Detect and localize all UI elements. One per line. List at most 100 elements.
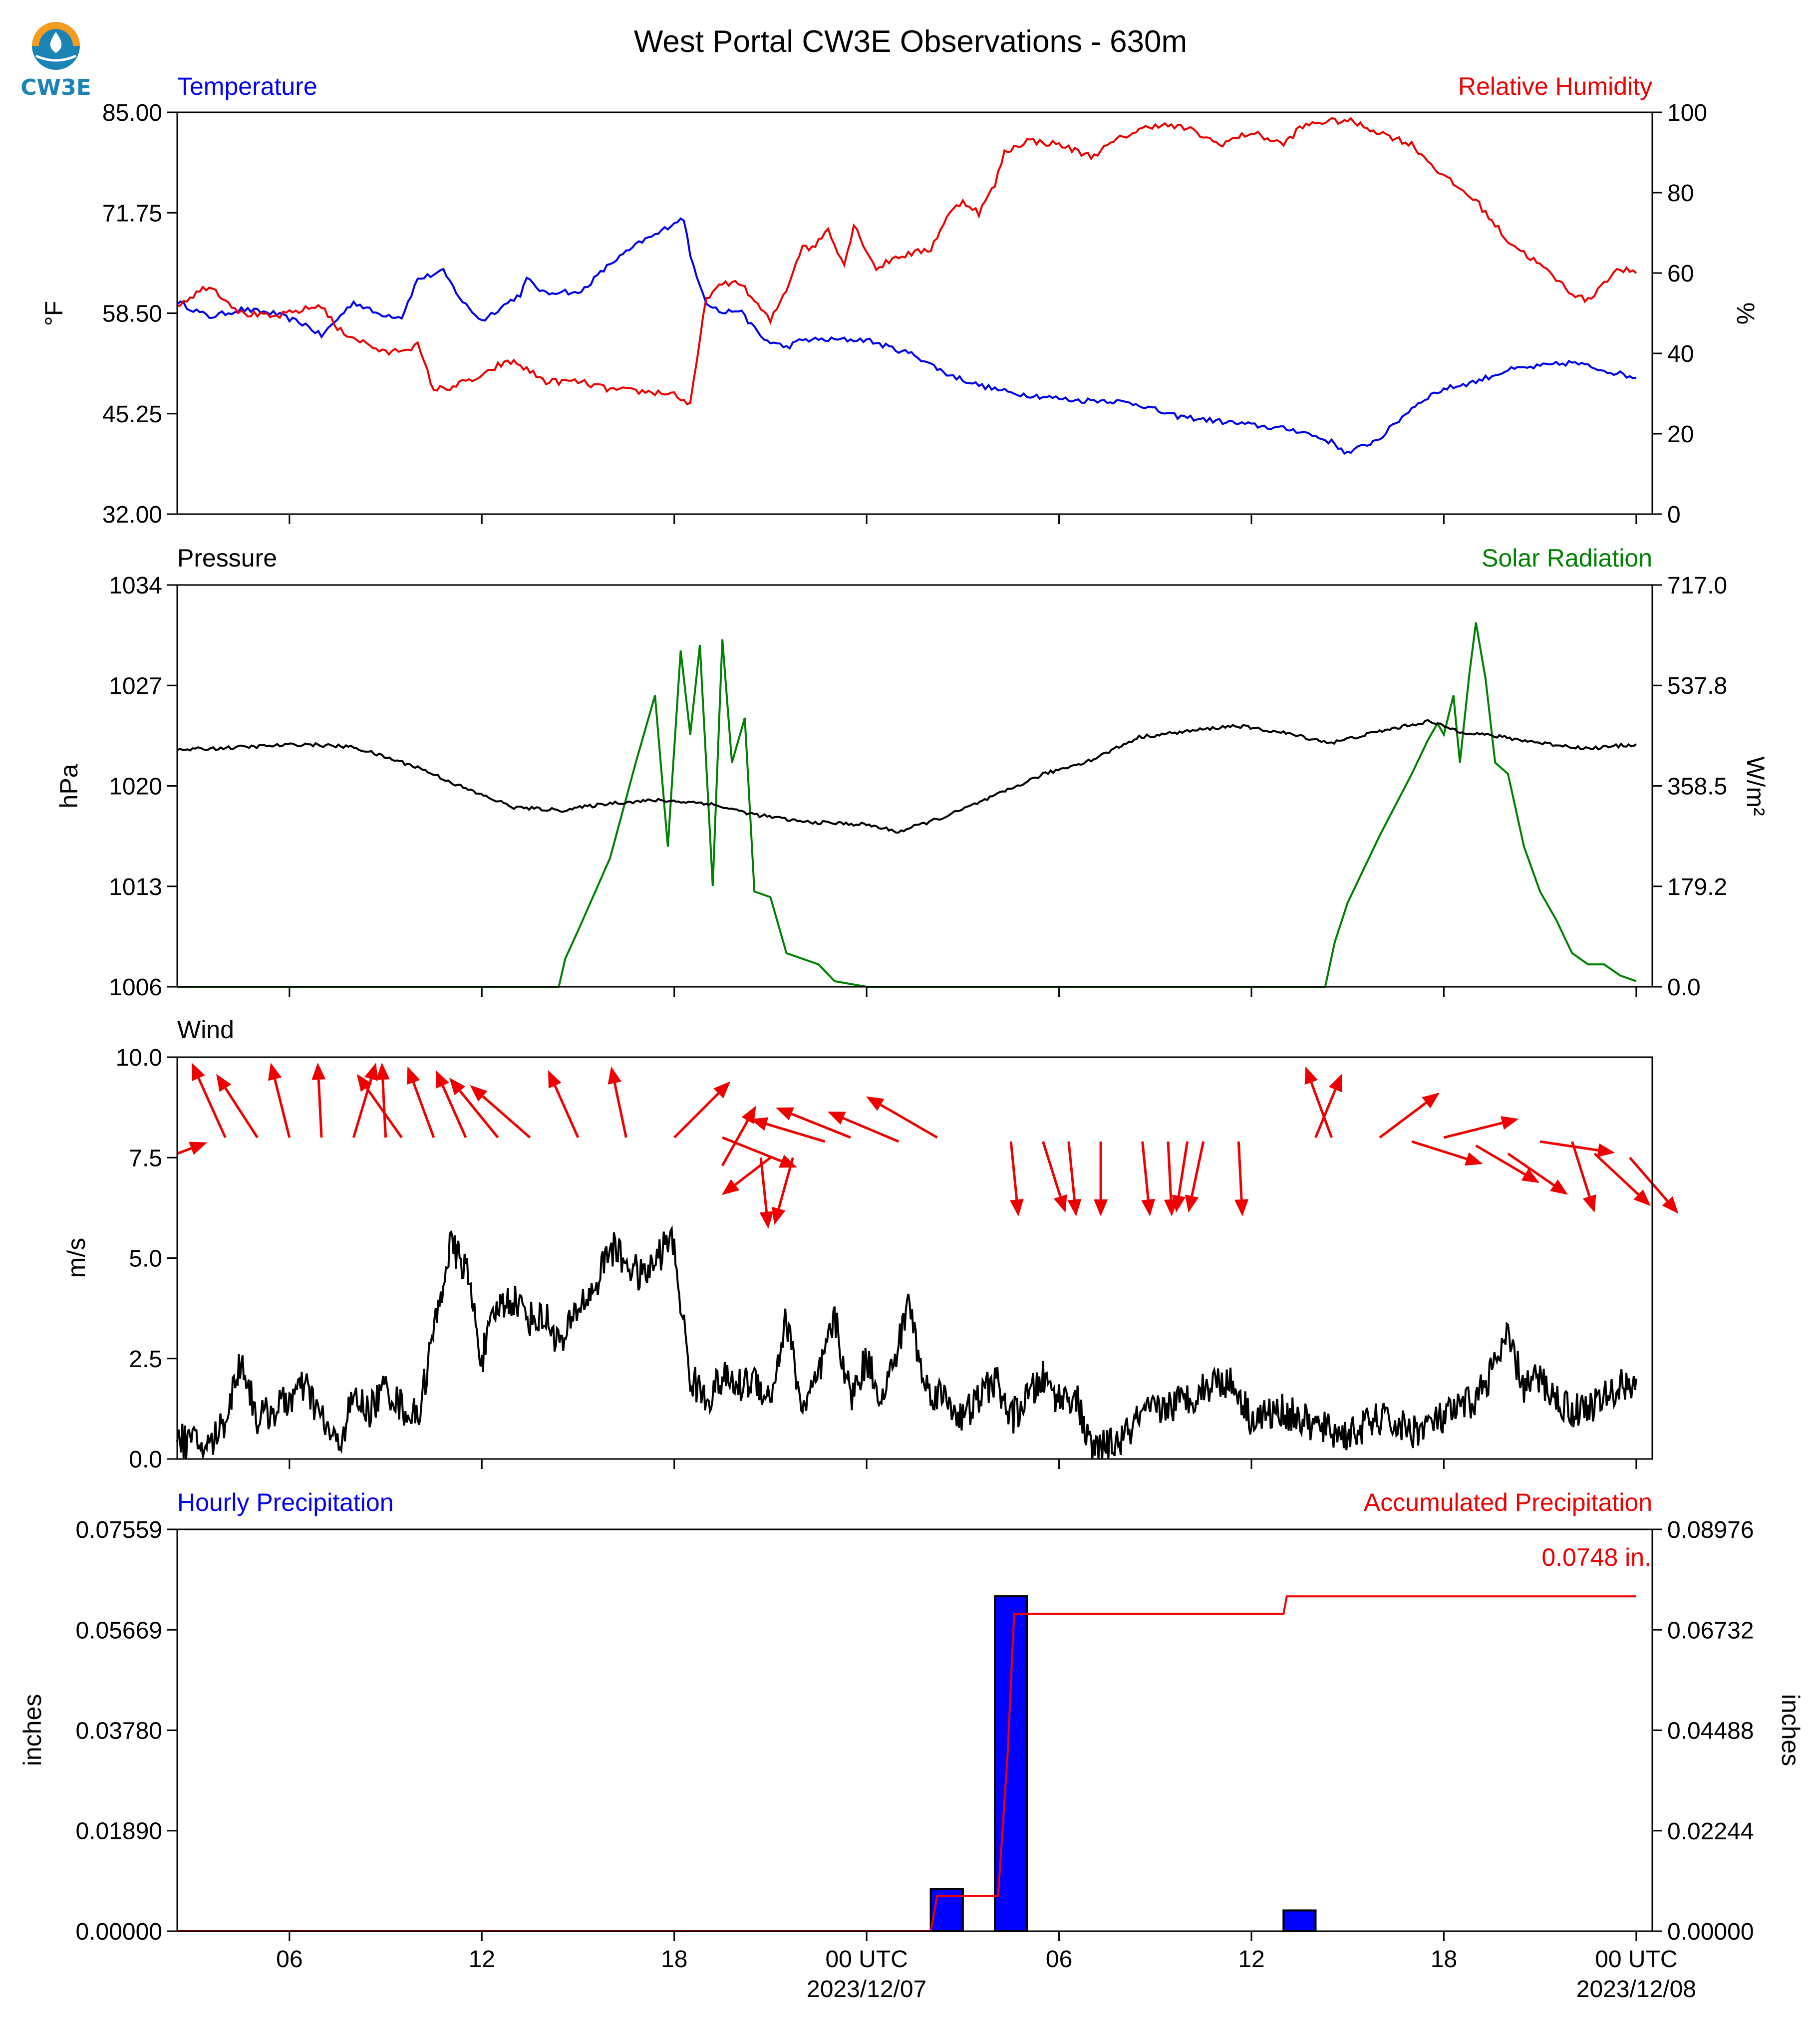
solar-title: Solar Radiation: [1482, 544, 1652, 572]
wind-arrow-head: [1633, 1189, 1651, 1206]
y-tick-label: 0.04488: [1667, 1718, 1754, 1744]
wind-arrow: [1593, 1153, 1651, 1206]
y-tick-label: 0.00000: [1667, 1919, 1754, 1945]
x-tick-sublabel: 2023/12/07: [807, 1976, 926, 2003]
y-tick-label: 358.5: [1667, 774, 1727, 800]
solar-axis-label: W/m²: [1742, 756, 1770, 816]
y-tick-label: 1013: [109, 874, 162, 900]
wind-arrow-head: [827, 1112, 846, 1125]
accum-precip-title: Accumulated Precipitation: [1364, 1488, 1652, 1516]
y-tick-label: 0.02244: [1667, 1818, 1754, 1845]
humidity-ticks: 0 20 40 60 80 100: [1652, 100, 1707, 528]
pressure-solar-panel: Pressure Solar Radiation hPa W/m² 100610…: [55, 544, 1770, 1001]
y-tick-label: 5.0: [129, 1246, 162, 1272]
wind-arrow: [776, 1107, 851, 1139]
wind-title: Wind: [177, 1016, 234, 1044]
accum-precip-axis-label: inches: [1777, 1694, 1805, 1766]
wind-arrow: [356, 1074, 403, 1139]
y-tick-label: 0: [1667, 502, 1681, 528]
wind-arrow-shaft: [1411, 1140, 1468, 1160]
wind-arrow: [1379, 1093, 1440, 1139]
wind-arrow-shaft: [1141, 1141, 1150, 1200]
y-tick-label: 0.08976: [1667, 1517, 1754, 1543]
wind-arrow-shaft: [1314, 1089, 1337, 1138]
y-tick-label: 717.0: [1667, 573, 1727, 599]
wind-arrow-head: [311, 1063, 326, 1080]
wind-arrow-shaft: [843, 1117, 900, 1143]
wind-arrow: [177, 1142, 207, 1155]
x-tick-labels: 06 12 18 00 UTC 2023/12/07 06 12 18 00 UTC 2023/1…: [276, 1946, 1696, 2003]
wind-arrow-head: [189, 1142, 207, 1155]
logo-text: CW3E: [20, 75, 91, 100]
wind-arrow-shaft: [1177, 1141, 1189, 1196]
wind-arrow-shaft: [365, 1087, 403, 1139]
pressure-title: Pressure: [177, 544, 277, 572]
wind-arrow-head: [1053, 1194, 1067, 1213]
wind-arrow: [470, 1085, 531, 1139]
hourly-precip-title: Hourly Precipitation: [177, 1488, 394, 1516]
wind-arrow: [772, 1157, 794, 1225]
wind-arrow-head: [216, 1074, 232, 1092]
solar-ticks: 0.0 179.2 358.5 537.8 717.0: [1652, 573, 1727, 1001]
wind-arrow-head: [779, 1155, 798, 1168]
wind-arrow-head: [1009, 1198, 1024, 1217]
x-ticks: [289, 1931, 1637, 1941]
accum-total-annotation: 0.0748 in.: [1541, 1543, 1651, 1571]
wind-arrow-head: [1501, 1116, 1519, 1130]
hourly-precip-axis-label: inches: [18, 1694, 46, 1766]
wind-arrow-shaft: [791, 1113, 851, 1139]
hourly-precip-ticks: 0.00000 0.01890 0.03780 0.05669 0.07559: [75, 1517, 177, 1945]
temperature-title: Temperature: [177, 72, 317, 100]
wind-arrow-shaft: [482, 1095, 531, 1139]
temperature-humidity-series: [176, 117, 1637, 455]
wind-arrow-shaft: [734, 1157, 771, 1186]
x-tick-label: 00 UTC: [1595, 1946, 1677, 1973]
y-tick-label: 0.01890: [75, 1818, 162, 1845]
y-tick-label: 7.5: [129, 1145, 162, 1171]
x-tick-label: 00 UTC: [825, 1946, 908, 1973]
y-tick-label: 100: [1667, 100, 1707, 126]
wind-arrow-shaft: [1593, 1153, 1639, 1195]
wind-arrow-head: [1234, 1199, 1249, 1217]
wind-arrow: [311, 1063, 326, 1138]
wind-arrow-shaft: [554, 1085, 580, 1139]
wind-speed-line: [176, 1225, 1637, 1459]
wind-arrow: [1443, 1116, 1519, 1139]
wind-arrow-shaft: [381, 1079, 387, 1138]
wind-arrow: [375, 1063, 390, 1138]
temperature-ticks: 32.00 45.25 58.50 71.75 85.00: [102, 100, 177, 528]
y-tick-label: 10.0: [116, 1045, 162, 1071]
wind-arrow: [866, 1096, 938, 1139]
wind-arrow-shaft: [1237, 1141, 1243, 1200]
temperature-line: [176, 217, 1637, 455]
x-tick-label: 06: [1046, 1946, 1072, 1973]
wind-axis-label: m/s: [62, 1238, 90, 1278]
wind-arrow: [1009, 1141, 1024, 1217]
wind-arrow-head: [1304, 1066, 1318, 1085]
wind-arrow-shaft: [1009, 1141, 1018, 1200]
wind-arrow-shaft: [274, 1079, 291, 1138]
x-tick-sublabel: 2023/12/08: [1576, 1976, 1696, 2003]
wind-arrow-shaft: [177, 1147, 192, 1155]
wind-arrow: [1042, 1141, 1067, 1213]
y-tick-label: 1034: [109, 573, 162, 599]
wind-arrow: [1539, 1140, 1615, 1158]
wind-arrow-head: [1521, 1168, 1540, 1183]
wind-arrow-shaft: [412, 1082, 435, 1138]
y-tick-label: 0.0: [1667, 974, 1701, 1001]
wind-arrow-shaft: [1443, 1122, 1503, 1139]
y-tick-label: 0.0: [129, 1447, 162, 1473]
x-tick-label: 12: [469, 1946, 495, 1973]
wind-arrow-shaft: [459, 1090, 499, 1139]
wind-arrow: [722, 1136, 798, 1168]
y-tick-label: 179.2: [1667, 874, 1727, 900]
wind-arrow: [407, 1066, 435, 1138]
wind-arrow-head: [1549, 1179, 1568, 1195]
wind-arrow-head: [1172, 1194, 1186, 1213]
wind-arrow-head: [759, 1211, 774, 1229]
wind-arrow-shaft: [224, 1087, 259, 1139]
precipitation-series: [177, 1595, 1636, 1933]
wind-arrow-head: [356, 1074, 372, 1092]
wind-arrow-head: [1185, 1194, 1199, 1213]
wind-arrow-shaft: [1310, 1082, 1333, 1138]
